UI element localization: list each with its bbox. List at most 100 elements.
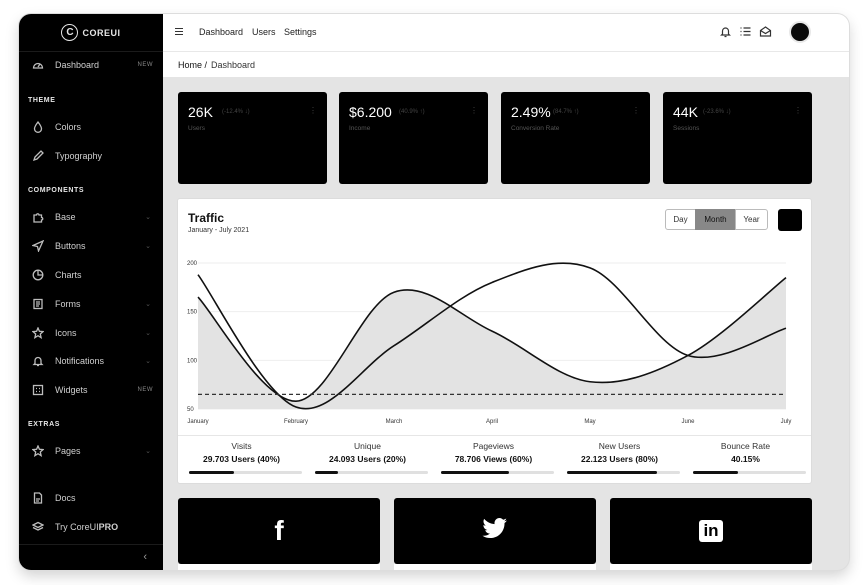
y-tick-label: 50 [187,407,194,413]
brand-name: COREUI [82,27,121,38]
pencil-icon [31,150,44,163]
breadcrumb: Home / Dashboard [163,52,849,78]
sidebar-item-try-pro[interactable]: Try CoreUIPRO [19,516,163,538]
footer-stat: Visits 29.703 Users (40%) [179,435,304,481]
pro-label: PRO [98,522,119,532]
progress-bar [693,471,806,474]
chevron-down-icon: ⌄ [145,330,151,337]
range-month-button[interactable]: Month [695,209,736,230]
facebook-icon: f [274,515,284,546]
header-nav-dashboard[interactable]: Dashboard [199,27,244,37]
y-tick-label: 150 [187,310,198,316]
range-day-button[interactable]: Day [665,209,696,230]
divider [178,435,811,436]
sidebar-item-colors[interactable]: Colors [19,116,163,138]
y-tick-label: 100 [187,358,198,364]
stat-delta: (-12.4% ↓) [222,109,250,115]
sidebar-item-label: Dashboard [55,60,100,70]
download-button[interactable] [778,209,802,231]
chevron-left-icon: ‹ [143,551,147,563]
menu-icon[interactable] [175,28,183,37]
section-title-components: COMPONENTS [28,187,85,194]
sidebar-item-dashboard[interactable]: Dashboard NEW [19,54,163,76]
sidebar-item-widgets[interactable]: Widgets NEW [19,379,163,401]
traffic-subtitle: January - July 2021 [188,227,250,234]
footer-stat-value: 29.703 Users (40%) [202,454,281,464]
stat-delta: (-23.6% ↓) [703,109,731,115]
footer-stat-label: Visits [231,441,252,451]
sidebar-item-pages[interactable]: Pages ⌄ [19,440,163,462]
notes-icon [31,298,44,311]
chevron-down-icon: ⌄ [145,214,151,221]
footer-stat: Unique 24.093 Users (20%) [305,435,430,481]
x-tick-label: July [781,419,792,425]
main-content: 26K (-12.4% ↓) Users ⋮ $6.200 (40.9% ↑) … [163,78,827,570]
brand-logo[interactable]: C COREUI [19,14,163,52]
sidebar-item-icons[interactable]: Icons ⌄ [19,322,163,344]
facebook-card: f [178,498,380,564]
star-icon [31,445,44,458]
bell-icon[interactable] [719,25,733,39]
sidebar-item-notifications[interactable]: Notifications ⌄ [19,350,163,372]
header: Dashboard Users Settings [163,14,849,52]
chart-pie-icon [31,269,44,282]
footer-stat-value: 40.15% [731,454,760,464]
progress-bar [441,471,554,474]
stat-card-users: 26K (-12.4% ↓) Users ⋮ [178,92,327,184]
header-nav-users[interactable]: Users [252,27,276,37]
logo-icon: C [61,24,79,41]
footer-stat-value: 78.706 Views (60%) [454,454,533,464]
sidebar-item-docs[interactable]: Docs [19,487,163,509]
stat-delta: (84.7% ↑) [553,109,579,115]
stat-label: Income [349,125,371,132]
progress-bar [567,471,680,474]
chevron-down-icon: ⌄ [145,301,151,308]
footer-stat-label: Unique [354,441,381,451]
section-title-theme: THEME [28,97,56,104]
sidebar-item-label: Forms [55,299,81,309]
sidebar: C COREUI Dashboard NEW THEME Colors Typo… [19,14,163,570]
sidebar-toggler[interactable]: ‹ [19,544,163,570]
chevron-down-icon: ⌄ [145,358,151,365]
card-footer [178,564,380,570]
footer-stat: New Users 22.123 Users (80%) [557,435,682,481]
series-area [198,277,786,409]
description-icon [31,492,44,505]
more-icon[interactable]: ⋮ [632,106,640,115]
app-window: C COREUI Dashboard NEW THEME Colors Typo… [19,14,849,570]
sidebar-item-buttons[interactable]: Buttons ⌄ [19,235,163,257]
traffic-title: Traffic [188,211,225,225]
sidebar-item-label: Buttons [55,241,86,251]
sidebar-item-forms[interactable]: Forms ⌄ [19,293,163,315]
layers-icon [31,521,44,534]
chevron-down-icon: ⌄ [145,243,151,250]
y-tick-label: 200 [187,261,198,267]
sidebar-item-label: Icons [55,328,77,338]
footer-stat-label: Bounce Rate [720,441,771,451]
envelope-icon[interactable] [759,25,773,39]
sidebar-item-typography[interactable]: Typography [19,145,163,167]
sidebar-item-charts[interactable]: Charts [19,264,163,286]
sidebar-item-label: Try CoreUIPRO [55,522,119,532]
x-tick-label: June [681,419,695,425]
sidebar-item-label: Charts [55,270,82,280]
linkedin-icon: in [699,520,723,542]
section-title-extras: EXTRAS [28,421,60,428]
more-icon[interactable]: ⋮ [309,106,317,115]
sidebar-item-base[interactable]: Base ⌄ [19,206,163,228]
breadcrumb-home[interactable]: Home / [178,60,208,70]
sidebar-item-label: Notifications [55,356,105,366]
twitter-card [394,498,596,564]
header-nav-settings[interactable]: Settings [284,27,317,37]
stat-value: $6.200 [349,104,392,120]
more-icon[interactable]: ⋮ [794,106,802,115]
new-badge: NEW [137,387,153,393]
list-icon[interactable] [739,25,753,39]
more-icon[interactable]: ⋮ [470,106,478,115]
avatar[interactable] [789,21,811,43]
footer-stat-value: 24.093 Users (20%) [328,454,407,464]
stat-value: 44K [673,104,698,120]
range-year-button[interactable]: Year [735,209,768,230]
cursor-icon [31,240,44,253]
stat-value: 2.49% [511,104,551,120]
